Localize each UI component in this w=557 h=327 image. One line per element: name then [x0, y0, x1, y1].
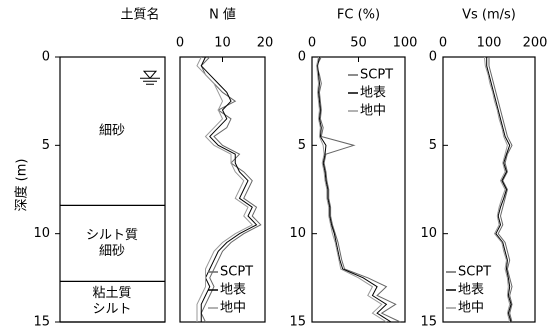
water-table — [140, 70, 160, 85]
y-tick-label: 10 — [420, 226, 437, 241]
profile-line — [486, 57, 512, 323]
y-tick-label: 0 — [42, 50, 50, 65]
y-axis-label: 深度 (m) — [14, 159, 30, 212]
y-tick-label: 15 — [289, 315, 306, 327]
x-tick-label: 0 — [439, 36, 447, 51]
y-tick-label: 0 — [429, 50, 437, 65]
y-tick-label: 5 — [429, 138, 437, 153]
legend-label: 地表 — [360, 86, 386, 101]
profile-line — [488, 57, 513, 323]
x-tick-label: 20 — [257, 36, 274, 51]
legend-label: 地表 — [458, 283, 484, 298]
plot-box — [311, 56, 406, 323]
x-tick-label: 0 — [308, 36, 316, 51]
panel-title: Vs (m/s) — [462, 8, 516, 23]
y-tick-label: 15 — [420, 315, 437, 327]
profile-line — [317, 56, 392, 323]
x-tick-label: 50 — [350, 36, 367, 51]
layer-name: 粘土質 — [92, 286, 131, 301]
legend-label: 地中 — [458, 301, 484, 316]
panel-title: FC (%) — [337, 8, 380, 23]
legend-label: SCPT — [360, 68, 393, 83]
x-tick-label: 10 — [214, 36, 231, 51]
y-tick-label: 0 — [298, 50, 306, 65]
y-tick-label: 5 — [298, 138, 306, 153]
x-tick-label: 100 — [477, 36, 502, 51]
soil-title: 土質名 — [120, 7, 159, 23]
profile-line — [483, 56, 511, 323]
legend-label: 地中 — [220, 301, 246, 316]
panel-title: N 値 — [209, 7, 236, 23]
y-tick-label: 10 — [289, 226, 306, 241]
legend-label: 地中 — [360, 104, 386, 119]
profile-line — [200, 56, 262, 323]
x-tick-label: 0 — [176, 36, 184, 51]
y-tick-label: 15 — [33, 315, 50, 327]
legend-label: SCPT — [220, 265, 253, 280]
y-tick-label: 10 — [33, 226, 50, 241]
layer-name: 細砂 — [99, 244, 125, 259]
soil-column-box — [59, 56, 166, 323]
y-tick-label: 5 — [42, 138, 50, 153]
legend-label: SCPT — [458, 265, 491, 280]
profile-line — [196, 56, 254, 322]
layer-name: シルト質 — [86, 228, 138, 243]
plot-box — [442, 56, 536, 323]
legend-label: 地表 — [220, 283, 246, 298]
profile-line — [316, 56, 401, 323]
x-tick-label: 100 — [393, 36, 418, 51]
profile-line — [316, 56, 387, 323]
x-tick-label: 200 — [523, 36, 548, 51]
layer-name: シルト — [92, 302, 131, 317]
layer-name: 細砂 — [99, 124, 125, 139]
